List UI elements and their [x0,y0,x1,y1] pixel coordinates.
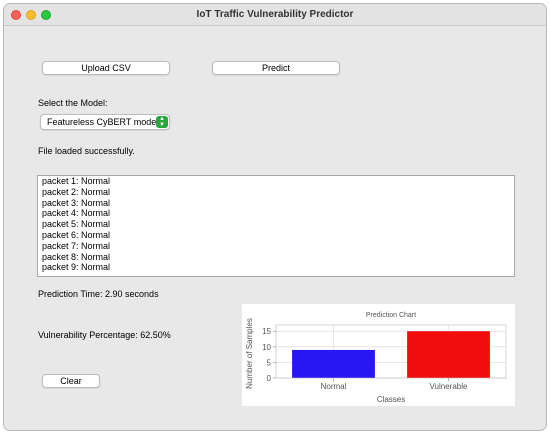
y-axis-label: Number of Samples [245,318,254,389]
result-item[interactable]: packet 3: Normal [42,197,111,208]
result-item[interactable]: packet 5: Normal [42,219,111,230]
y-tick-label: 10 [262,343,271,352]
chart-title: Prediction Chart [366,312,416,319]
model-label: Select the Model: [38,98,108,108]
result-item[interactable]: packet 7: Normal [42,240,111,251]
maximize-window-button[interactable] [41,10,51,20]
app-window: IoT Traffic Vulnerability Predictor Uplo… [3,3,547,431]
result-item[interactable]: packet 9: Normal [42,262,111,273]
y-tick-label: 5 [267,358,272,367]
result-item[interactable]: packet 4: Normal [42,208,111,219]
minimize-window-button[interactable] [26,10,36,20]
results-listbox[interactable]: packet 1: Normal packet 2: Normal packet 3… [37,175,515,277]
model-select-value: Featureless CyBERT mode [47,117,157,127]
prediction-time-text: Prediction Time: 2.90 seconds [38,289,159,299]
bar-vulnerable [407,331,490,378]
result-item[interactable]: packet 6: Normal [42,229,111,240]
plot-frame [275,324,507,379]
status-text: File loaded successfully. [38,146,135,156]
close-window-button[interactable] [11,10,21,20]
y-tick-label: 15 [262,327,271,336]
model-select[interactable]: Featureless CyBERT mode ▲ ▼ [40,114,170,130]
x-tick-label: Normal [321,382,347,391]
prediction-chart-svg: Prediction Chart 0 5 10 15 Normal Vulnerable Cl… [245,312,507,404]
prediction-chart: Prediction Chart 0 5 10 15 Normal Vulnerable Cl… [242,304,515,406]
x-axis-label: Classes [377,395,405,404]
result-item[interactable]: packet 2: Normal [42,186,111,197]
title-bar: IoT Traffic Vulnerability Predictor [4,4,546,26]
x-tick-label: Vulnerable [430,382,469,391]
clear-button[interactable]: Clear [42,374,100,388]
predict-button[interactable]: Predict [212,61,340,75]
bar-normal [292,349,375,378]
up-down-chevron-icon: ▲ ▼ [156,116,168,128]
result-item[interactable]: packet 1: Normal [42,176,111,186]
result-item[interactable]: packet 8: Normal [42,251,111,262]
window-title: IoT Traffic Vulnerability Predictor [196,9,354,20]
upload-csv-button[interactable]: Upload CSV [42,61,170,75]
y-tick-label: 0 [267,374,272,383]
vulnerability-percentage-text: Vulnerability Percentage: 62.50% [38,330,171,340]
